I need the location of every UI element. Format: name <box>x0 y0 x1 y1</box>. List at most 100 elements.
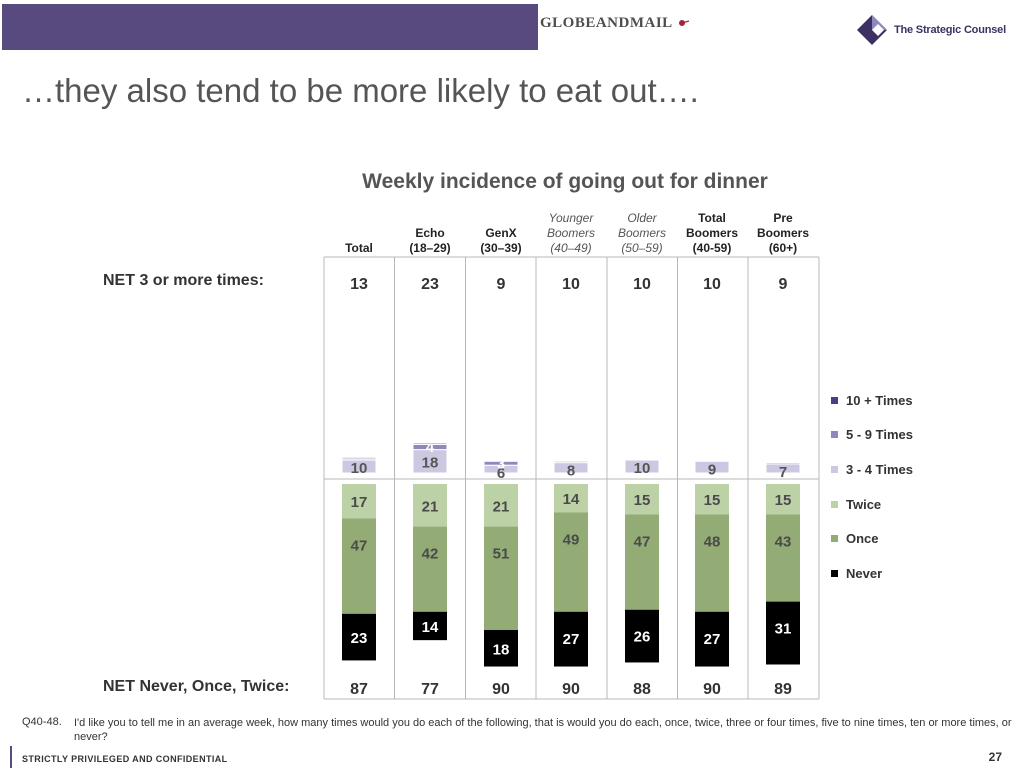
footer-accent-bar <box>10 746 12 768</box>
legend-label: Once <box>846 531 879 547</box>
bar-label-never: 18 <box>493 641 510 658</box>
bar-label-five-nine: 4 <box>426 439 435 456</box>
legend-label: Never <box>846 565 883 581</box>
bar-label-never: 31 <box>775 621 792 638</box>
legend-item: Once <box>831 521 913 556</box>
bar-segment-never <box>766 601 800 665</box>
bar-label-once: 43 <box>775 533 792 550</box>
rose-icon <box>678 19 689 26</box>
bar-segment-never <box>484 630 518 667</box>
bar-segment-never <box>625 609 659 663</box>
bar-segment-twice <box>413 484 447 527</box>
page-number: 27 <box>988 750 1002 764</box>
bar-label-never: 27 <box>563 631 580 648</box>
globe-and-mail-logo: GLOBEANDMAIL <box>540 15 690 32</box>
column-header-line: Total <box>345 241 373 255</box>
column-header-range: (40–49) <box>550 241 592 255</box>
legend-item: Never <box>831 556 913 591</box>
net-never-once-twice-value: 87 <box>350 681 368 698</box>
legend-item: Twice <box>831 487 913 522</box>
net-three-plus-value: 10 <box>562 276 580 293</box>
bar-segment-twice <box>695 484 729 515</box>
bar-segment-once <box>766 514 800 602</box>
column-header: Older Boomers (50–59) <box>602 204 682 256</box>
net-three-plus-value: 10 <box>703 276 721 293</box>
bar-segment-twice <box>484 484 518 527</box>
bar-segment-three-four <box>694 460 730 474</box>
bar-label-three-four: 6 <box>497 465 505 482</box>
column-header-range: (40-59) <box>692 241 732 255</box>
bar-segment-three-four <box>624 459 660 474</box>
bar-segment-once <box>695 514 729 612</box>
column-header: Pre Boomers (60+) <box>743 204 823 256</box>
bar-segment-twice <box>342 484 376 519</box>
bar-segment-never <box>342 613 376 661</box>
bar-segment-never <box>554 611 588 667</box>
bar-segment-twice <box>554 484 588 513</box>
net-never-once-twice-value: 89 <box>774 681 792 698</box>
bar-label-three-four: 10 <box>351 460 368 477</box>
bar-segment-ten-plus <box>412 442 448 445</box>
diamond-logo-icon <box>857 15 887 45</box>
column-header: Total <box>319 204 399 256</box>
legend-swatch <box>831 535 838 543</box>
column-header-line: Boomers <box>685 226 738 240</box>
bar-label-twice: 15 <box>634 492 651 509</box>
net-never-once-twice-value: 90 <box>562 681 580 698</box>
bar-label-once: 47 <box>351 537 368 554</box>
footnote: Q40-48. I'd like you to tell me in an av… <box>22 716 1012 744</box>
column-header-line: Boomers <box>617 226 667 240</box>
net-three-plus-value: 9 <box>779 276 788 293</box>
bar-segment-once <box>625 514 659 610</box>
bar-label-five-nine: 3 <box>497 455 505 472</box>
bar-label-three-four: 9 <box>708 461 716 478</box>
legend-label: 5 - 9 Times <box>846 427 913 443</box>
bar-segment-five-nine <box>553 460 589 464</box>
bar-label-three-four: 10 <box>634 460 651 477</box>
column-header-range: (18–29) <box>409 241 451 255</box>
legend-label: Twice <box>846 496 882 512</box>
net-three-plus-value: 9 <box>497 276 506 293</box>
column-header-line: Echo <box>415 226 445 240</box>
net-top-label: NET 3 or more times: <box>103 272 264 289</box>
column-header-range: (30–39) <box>480 241 522 255</box>
column-header-range: (60+) <box>768 241 798 255</box>
bar-label-never: 23 <box>351 630 368 647</box>
column-header-line: Pre <box>773 211 793 225</box>
bar-segment-once <box>484 526 518 631</box>
column-header-line: GenX <box>485 226 517 240</box>
legend-swatch <box>831 500 838 508</box>
column-header-line: Older <box>627 211 657 225</box>
legend-label: 3 - 4 Times <box>846 461 913 477</box>
bar-label-twice: 14 <box>563 491 580 508</box>
column-header-line: Boomers <box>546 226 596 240</box>
bar-label-twice: 21 <box>422 498 439 515</box>
column-header: GenX (30–39) <box>461 204 541 256</box>
column-header-range: (50–59) <box>621 241 663 255</box>
bar-segment-once <box>342 518 376 614</box>
footnote-text: I'd like you to tell me in an average we… <box>74 717 1012 743</box>
bar-label-twice: 15 <box>704 492 721 509</box>
bar-label-twice: 17 <box>351 494 368 511</box>
chart-title: Weekly incidence of going out for dinner <box>362 170 768 193</box>
bar-segment-five-nine <box>765 462 801 465</box>
bar-segment-five-nine <box>483 460 519 466</box>
bar-segment-twice <box>625 484 659 515</box>
net-three-plus-value: 13 <box>350 276 368 293</box>
slide-title: …they also tend to be more likely to eat… <box>22 72 699 109</box>
legend-swatch <box>831 431 838 439</box>
net-never-once-twice-value: 90 <box>492 681 510 698</box>
bar-label-once: 51 <box>493 546 510 563</box>
bar-segment-never <box>695 611 729 667</box>
bar-label-once: 47 <box>634 533 651 550</box>
net-never-once-twice-value: 77 <box>421 681 439 698</box>
legend-item: 10 + Times <box>831 383 913 418</box>
bar-label-never: 27 <box>704 631 721 648</box>
legend-item: 5 - 9 Times <box>831 418 913 453</box>
bar-label-three-four: 8 <box>567 463 575 480</box>
bar-label-once: 42 <box>422 546 439 563</box>
legend-swatch <box>831 569 838 577</box>
bar-label-never: 14 <box>422 619 439 636</box>
header-banner <box>2 4 538 50</box>
bar-segment-never <box>413 611 447 641</box>
